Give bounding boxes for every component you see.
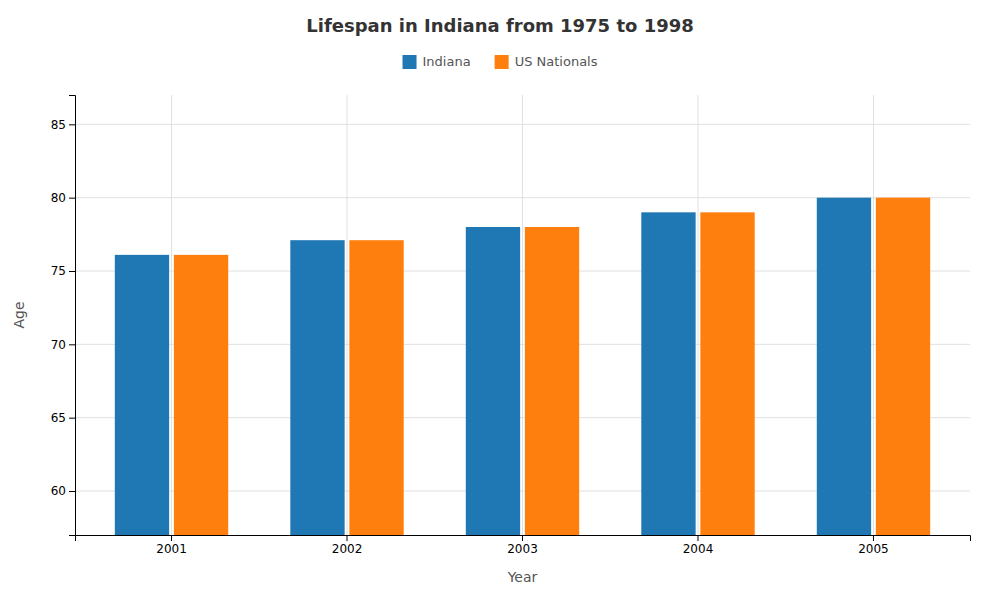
y-axis: 60 65 70 75 80 85 bbox=[51, 96, 76, 536]
plot-area: 2001 2002 2003 2004 2005 60 65 70 75 80 85 bbox=[51, 95, 971, 600]
bar-series bbox=[174, 198, 930, 535]
bar bbox=[817, 198, 871, 535]
y-axis-line bbox=[69, 96, 76, 536]
bar bbox=[700, 212, 754, 535]
legend-label: Indiana bbox=[423, 54, 471, 69]
y-tick-mark bbox=[69, 491, 75, 492]
x-axis-title: Year bbox=[507, 569, 538, 585]
x-tick: 2003 bbox=[507, 535, 538, 556]
legend-swatch bbox=[495, 55, 509, 69]
bar-series bbox=[115, 198, 871, 535]
legend-item: Indiana bbox=[403, 54, 471, 69]
x-tick-mark bbox=[522, 535, 523, 541]
grid-line-x bbox=[873, 95, 874, 535]
legend: Indiana US Nationals bbox=[403, 54, 598, 69]
y-tick-label: 85 bbox=[51, 118, 66, 132]
legend-swatch bbox=[403, 55, 417, 69]
x-tick-label: 2001 bbox=[156, 542, 187, 556]
y-tick: 70 bbox=[51, 338, 75, 352]
x-axis-line bbox=[76, 536, 971, 542]
legend-label: US Nationals bbox=[515, 54, 598, 69]
y-tick: 75 bbox=[51, 264, 75, 278]
bar bbox=[174, 255, 228, 535]
grid-line-x bbox=[522, 95, 523, 535]
x-tick-label: 2004 bbox=[683, 542, 714, 556]
legend-item: US Nationals bbox=[495, 54, 598, 69]
y-tick-label: 65 bbox=[51, 411, 66, 425]
bar bbox=[290, 240, 344, 535]
y-tick-mark bbox=[69, 271, 75, 272]
bar bbox=[349, 240, 403, 535]
y-tick: 80 bbox=[51, 191, 75, 205]
x-tick-label: 2005 bbox=[858, 542, 889, 556]
bar bbox=[641, 212, 695, 535]
y-tick-label: 70 bbox=[51, 338, 66, 352]
x-tick-mark bbox=[873, 535, 874, 541]
x-tick-mark bbox=[171, 535, 172, 541]
y-tick-label: 60 bbox=[51, 484, 66, 498]
x-tick-label: 2003 bbox=[507, 542, 538, 556]
y-tick-mark bbox=[69, 344, 75, 345]
bar bbox=[525, 227, 579, 535]
y-tick-label: 80 bbox=[51, 191, 66, 205]
grid-line-x bbox=[697, 95, 698, 535]
y-tick-label: 75 bbox=[51, 264, 66, 278]
x-tick-mark bbox=[347, 535, 348, 541]
x-tick: 2004 bbox=[683, 535, 714, 556]
x-axis: 2001 2002 2003 2004 2005 bbox=[76, 535, 971, 556]
y-tick-mark bbox=[69, 418, 75, 419]
y-tick: 85 bbox=[51, 118, 75, 132]
y-tick-mark bbox=[69, 198, 75, 199]
x-tick: 2002 bbox=[332, 535, 363, 556]
y-tick-mark bbox=[69, 124, 75, 125]
y-tick: 65 bbox=[51, 411, 75, 425]
y-tick: 60 bbox=[51, 484, 75, 498]
bar bbox=[466, 227, 520, 535]
bar bbox=[115, 255, 169, 535]
title: Lifespan in Indiana from 1975 to 1998 bbox=[306, 15, 694, 36]
bars bbox=[115, 198, 930, 535]
x-tick: 2001 bbox=[156, 535, 187, 556]
grid-line-x bbox=[171, 95, 172, 535]
chart-container: Lifespan in Indiana from 1975 to 1998 200… bbox=[0, 0, 1000, 600]
x-tick: 2005 bbox=[858, 535, 889, 556]
y-axis-title: Age bbox=[11, 301, 27, 328]
chart-svg: Lifespan in Indiana from 1975 to 1998 200… bbox=[0, 0, 1000, 600]
bar bbox=[876, 198, 930, 535]
x-tick-label: 2002 bbox=[332, 542, 363, 556]
x-tick-mark bbox=[697, 535, 698, 541]
grid-line-x bbox=[347, 95, 348, 535]
